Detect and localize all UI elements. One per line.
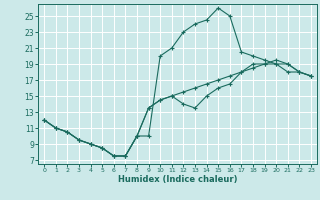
X-axis label: Humidex (Indice chaleur): Humidex (Indice chaleur) [118,175,237,184]
